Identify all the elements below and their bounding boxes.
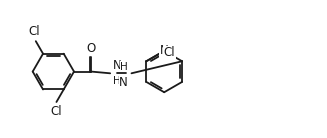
Text: N: N [160, 44, 168, 57]
Text: Cl: Cl [28, 25, 40, 38]
Text: Cl: Cl [164, 46, 176, 59]
Text: O: O [87, 42, 96, 55]
Text: H: H [113, 76, 121, 86]
Text: H: H [120, 62, 128, 72]
Text: N: N [113, 59, 122, 72]
Text: N: N [119, 76, 128, 89]
Text: Cl: Cl [51, 105, 62, 118]
